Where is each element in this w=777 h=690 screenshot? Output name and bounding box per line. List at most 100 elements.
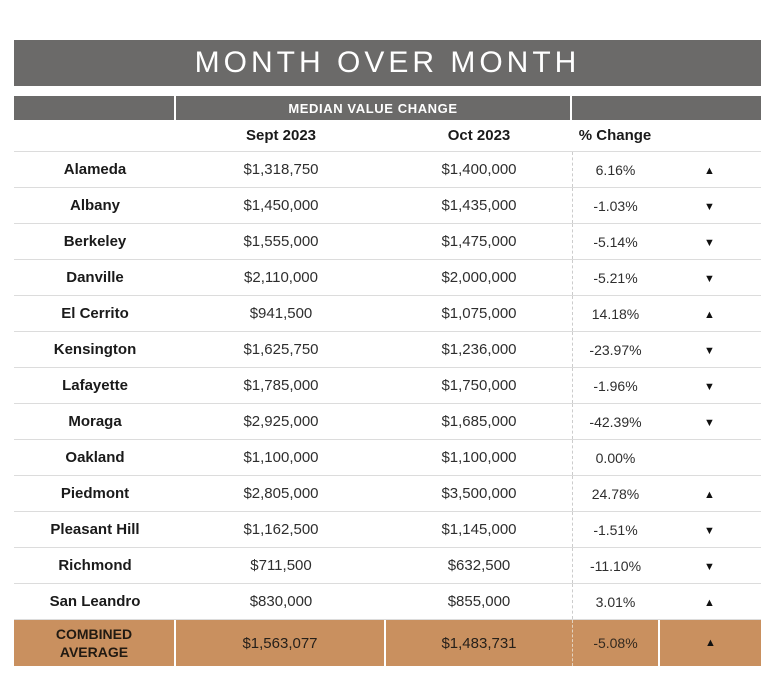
- month-over-month-table: MONTH OVER MONTH MEDIAN VALUE CHANGE Sep…: [14, 40, 761, 666]
- city-name: Albany: [69, 197, 120, 214]
- oct-value: $632,500: [447, 557, 511, 574]
- oct-value: $3,500,000: [441, 485, 517, 502]
- trend-arrow-icon: ▼: [704, 236, 715, 249]
- combined-average-trend-icon: ▲: [658, 620, 761, 666]
- trend-icon-cell: ▼: [658, 341, 761, 359]
- oct-value: $1,475,000: [441, 233, 517, 250]
- percent-change-value: -5.21%: [572, 260, 658, 295]
- combined-average-oct-cell: $1,483,731: [386, 620, 572, 666]
- table-row: Kensington $1,625,750 $1,236,000 -23.97%…: [14, 332, 761, 368]
- oct-value: $2,000,000: [441, 269, 517, 286]
- column-header-sept: Sept 2023: [245, 127, 317, 144]
- trend-arrow-icon: ▼: [704, 380, 715, 393]
- percent-change-value: 6.16%: [572, 152, 658, 187]
- oct-value: $1,685,000: [441, 413, 517, 430]
- trend-icon-cell: ▼: [658, 557, 761, 575]
- trend-arrow-icon: ▼: [704, 272, 715, 285]
- percent-change-value: -1.51%: [572, 512, 658, 547]
- trend-arrow-icon: ▼: [704, 200, 715, 213]
- table-row: Richmond $711,500 $632,500 -11.10% ▼: [14, 548, 761, 584]
- percent-change-value: -11.10%: [572, 548, 658, 583]
- oct-value: $1,400,000: [441, 161, 517, 178]
- sept-value: $1,625,750: [243, 341, 319, 358]
- sept-value: $1,555,000: [243, 233, 319, 250]
- page-title: MONTH OVER MONTH: [14, 40, 761, 86]
- city-name: Piedmont: [60, 485, 130, 502]
- percent-change-value: -1.96%: [572, 368, 658, 403]
- trend-icon-cell: ▲: [658, 161, 761, 179]
- trend-icon-cell: ▲: [658, 485, 761, 503]
- oct-value: $1,435,000: [441, 197, 517, 214]
- subheader-median-cell: MEDIAN VALUE CHANGE: [176, 96, 572, 120]
- combined-average-sept-cell: $1,563,077: [176, 620, 386, 666]
- trend-icon-cell: ▲: [658, 593, 761, 611]
- column-header-change: % Change: [578, 127, 652, 144]
- oct-value: $1,145,000: [441, 521, 517, 538]
- sept-value: $711,500: [250, 557, 312, 574]
- trend-arrow-icon: ▼: [704, 560, 715, 573]
- percent-change-value: -42.39%: [572, 404, 658, 439]
- city-name: Richmond: [58, 557, 132, 574]
- percent-change-value: 24.78%: [572, 476, 658, 511]
- oct-value: $1,750,000: [441, 377, 517, 394]
- percent-change-value: 14.18%: [572, 296, 658, 331]
- trend-arrow-icon: ▲: [704, 596, 715, 609]
- sept-value: $1,785,000: [243, 377, 319, 394]
- table-body: Alameda $1,318,750 $1,400,000 6.16% ▲ Al…: [14, 152, 761, 620]
- trend-arrow-icon: ▲: [704, 164, 715, 177]
- sept-value: $2,925,000: [243, 413, 319, 430]
- city-name: Oakland: [65, 449, 125, 466]
- trend-icon-cell: ▼: [658, 377, 761, 395]
- table-row: Pleasant Hill $1,162,500 $1,145,000 -1.5…: [14, 512, 761, 548]
- sept-value: $2,110,000: [244, 269, 318, 286]
- table-row: Berkeley $1,555,000 $1,475,000 -5.14% ▼: [14, 224, 761, 260]
- combined-average-change-cell: -5.08%: [572, 620, 658, 666]
- city-name: Alameda: [63, 161, 127, 178]
- table-row: Alameda $1,318,750 $1,400,000 6.16% ▲: [14, 152, 761, 188]
- city-name: Kensington: [53, 341, 137, 358]
- sept-value: $1,450,000: [243, 197, 319, 214]
- percent-change-value: -23.97%: [572, 332, 658, 367]
- oct-value: $1,236,000: [441, 341, 517, 358]
- city-name: San Leandro: [49, 593, 141, 610]
- trend-icon-cell: ▼: [658, 521, 761, 539]
- trend-icon-cell: ▼: [658, 269, 761, 287]
- subheader-city-cell: [14, 96, 176, 120]
- subheader-change-cell: [572, 96, 761, 120]
- combined-average-sept-value: $1,563,077: [242, 634, 318, 652]
- trend-arrow-icon: ▼: [704, 524, 715, 537]
- sept-value: $830,000: [249, 593, 313, 610]
- subheader-band: MEDIAN VALUE CHANGE: [14, 96, 761, 120]
- percent-change-value: 3.01%: [572, 584, 658, 619]
- table-row: Danville $2,110,000 $2,000,000 -5.21% ▼: [14, 260, 761, 296]
- oct-value: $1,100,000: [441, 449, 517, 466]
- city-name: Pleasant Hill: [50, 521, 140, 538]
- sept-value: $1,100,000: [243, 449, 319, 466]
- oct-value: $1,075,000: [441, 305, 517, 322]
- combined-average-label: COMBINED AVERAGE: [55, 625, 133, 660]
- percent-change-value: -5.14%: [572, 224, 658, 259]
- sept-value: $1,162,500: [243, 521, 319, 538]
- trend-icon-cell: ▲: [658, 305, 761, 323]
- up-arrow-icon: ▲: [705, 637, 716, 649]
- oct-value: $855,000: [447, 593, 511, 610]
- column-header-oct: Oct 2023: [447, 127, 511, 144]
- table-row: Moraga $2,925,000 $1,685,000 -42.39% ▼: [14, 404, 761, 440]
- city-name: Moraga: [68, 413, 122, 430]
- city-name: Danville: [66, 269, 124, 286]
- city-name: Berkeley: [63, 233, 127, 250]
- table-row: Piedmont $2,805,000 $3,500,000 24.78% ▲: [14, 476, 761, 512]
- table-row: Albany $1,450,000 $1,435,000 -1.03% ▼: [14, 188, 761, 224]
- column-header-row: Sept 2023 Oct 2023 % Change: [14, 120, 761, 152]
- trend-icon-cell: ▼: [658, 197, 761, 215]
- table-row: El Cerrito $941,500 $1,075,000 14.18% ▲: [14, 296, 761, 332]
- percent-change-value: -1.03%: [572, 188, 658, 223]
- subheader-label: MEDIAN VALUE CHANGE: [288, 100, 458, 116]
- table-row: Lafayette $1,785,000 $1,750,000 -1.96% ▼: [14, 368, 761, 404]
- trend-icon-cell: ▼: [658, 233, 761, 251]
- combined-average-label-cell: COMBINED AVERAGE: [14, 620, 176, 666]
- combined-average-oct-value: $1,483,731: [441, 634, 517, 652]
- sept-value: $2,805,000: [243, 485, 319, 502]
- trend-arrow-icon: ▼: [704, 416, 715, 429]
